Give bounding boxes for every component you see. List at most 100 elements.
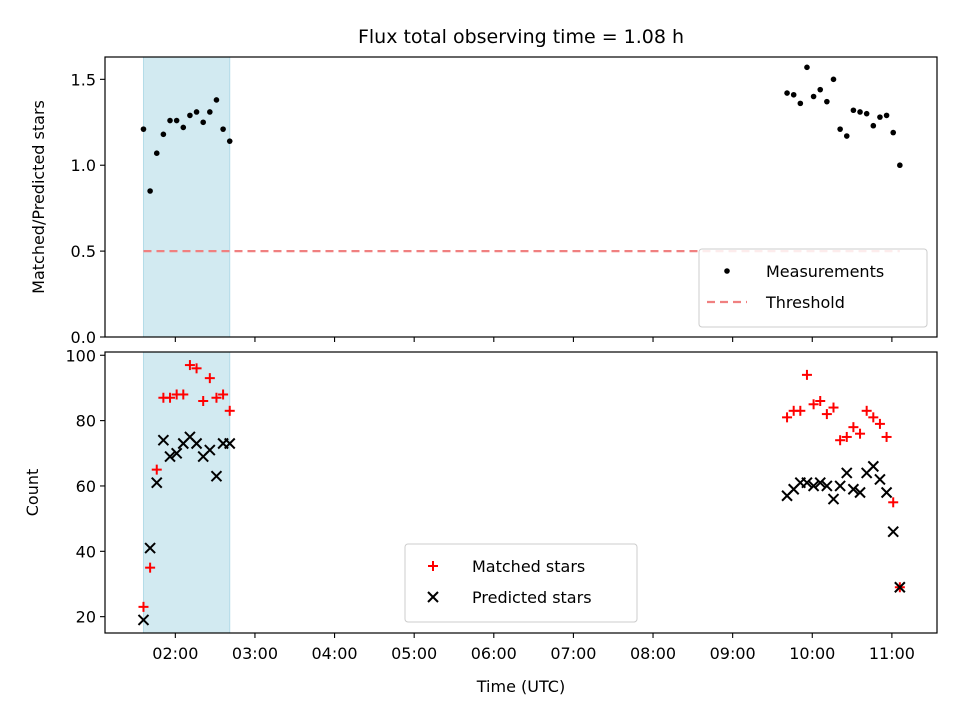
data-point (867, 460, 880, 473)
legend-label: Threshold (765, 293, 845, 312)
y-axis-label: Matched/Predicted stars (29, 100, 48, 294)
data-point (874, 418, 885, 429)
data-point (224, 405, 235, 416)
data-point (843, 133, 850, 139)
data-point (795, 405, 806, 416)
y-tick-label: 20 (76, 608, 96, 627)
data-point (797, 100, 804, 107)
data-point (145, 562, 156, 573)
data-point (220, 126, 226, 132)
data-point (187, 112, 193, 119)
data-point (193, 109, 200, 115)
data-point (207, 109, 213, 115)
data-point (801, 476, 813, 489)
legend-marker (724, 268, 730, 274)
data-point (848, 422, 859, 433)
x-tick-label: 03:00 (232, 644, 278, 663)
data-point (167, 117, 173, 124)
data-point (841, 431, 852, 442)
data-point (810, 93, 817, 100)
series-measurements (140, 64, 903, 194)
data-point (870, 122, 877, 129)
data-point (821, 480, 833, 492)
data-point (801, 369, 812, 380)
data-point (888, 497, 899, 508)
x-tick-label: 10:00 (789, 644, 835, 663)
x-tick-label: 06:00 (471, 644, 517, 663)
data-point (857, 109, 863, 115)
data-point (815, 396, 826, 407)
data-point (210, 470, 223, 482)
data-point (173, 117, 180, 124)
y-tick-label: 40 (76, 542, 96, 561)
x-tick-label: 05:00 (391, 644, 437, 663)
data-point (784, 90, 790, 96)
legend-marker (427, 591, 439, 603)
data-point (218, 389, 229, 400)
data-point (198, 396, 209, 407)
data-point (817, 86, 824, 93)
data-point (830, 76, 837, 83)
data-point (204, 373, 215, 384)
data-point (877, 114, 883, 120)
y-tick-label: 1.0 (71, 156, 96, 175)
legend-box (404, 543, 638, 623)
data-point (824, 98, 830, 105)
data-point (821, 409, 832, 420)
data-point (213, 97, 220, 103)
data-point (887, 526, 899, 538)
data-point (868, 412, 879, 423)
y-tick-label: 1.5 (71, 70, 96, 89)
x-tick-label: 09:00 (710, 644, 756, 663)
data-point (835, 435, 846, 446)
legend-box (698, 248, 928, 328)
data-point (814, 476, 826, 489)
data-point (151, 464, 162, 475)
data-point (147, 188, 153, 194)
data-point (847, 483, 860, 495)
data-point (151, 476, 163, 489)
x-tick-label: 04:00 (312, 644, 358, 663)
data-point (170, 447, 183, 459)
legend: Matched stars Predicted stars (404, 543, 638, 623)
data-point (165, 392, 176, 403)
data-point (204, 444, 216, 456)
x-tick-label: 07:00 (550, 644, 596, 663)
x-axis-label: Time (UTC) (476, 677, 565, 696)
data-point (790, 91, 797, 98)
data-point (157, 434, 170, 446)
data-point (224, 437, 236, 450)
data-point (827, 493, 840, 505)
x-tick-label: 11:00 (869, 644, 915, 663)
data-point (894, 581, 906, 593)
data-point (861, 405, 872, 416)
data-point (211, 392, 222, 403)
legend-label: Matched stars (472, 557, 585, 576)
data-point (200, 119, 206, 126)
data-point (153, 150, 160, 156)
highlight-span (142, 56, 231, 338)
data-point (881, 431, 892, 442)
data-point (850, 107, 857, 114)
data-point (191, 363, 202, 374)
data-point (883, 112, 890, 119)
y-tick-label: 100 (65, 346, 96, 365)
data-point (140, 126, 147, 132)
axes-frame (104, 56, 938, 338)
data-point (854, 486, 866, 499)
bottom-panel: 20 40 60 80 100 02:00 03:00 04:00 05:00 06:00 07:0… (23, 346, 938, 696)
legend-label: Predicted stars (472, 588, 592, 607)
data-point (828, 402, 839, 413)
y-tick-label: 0.0 (71, 328, 96, 347)
x-tick-label: 02:00 (152, 644, 198, 663)
y-tick-label: 80 (76, 412, 96, 431)
data-point (144, 542, 156, 554)
data-point (164, 450, 176, 463)
y-tick-label: 0.5 (71, 242, 96, 261)
axes-frame (104, 351, 938, 634)
y-axis-label: Count (23, 469, 42, 517)
data-point (890, 129, 897, 136)
data-point (782, 412, 793, 423)
data-point (808, 399, 819, 410)
